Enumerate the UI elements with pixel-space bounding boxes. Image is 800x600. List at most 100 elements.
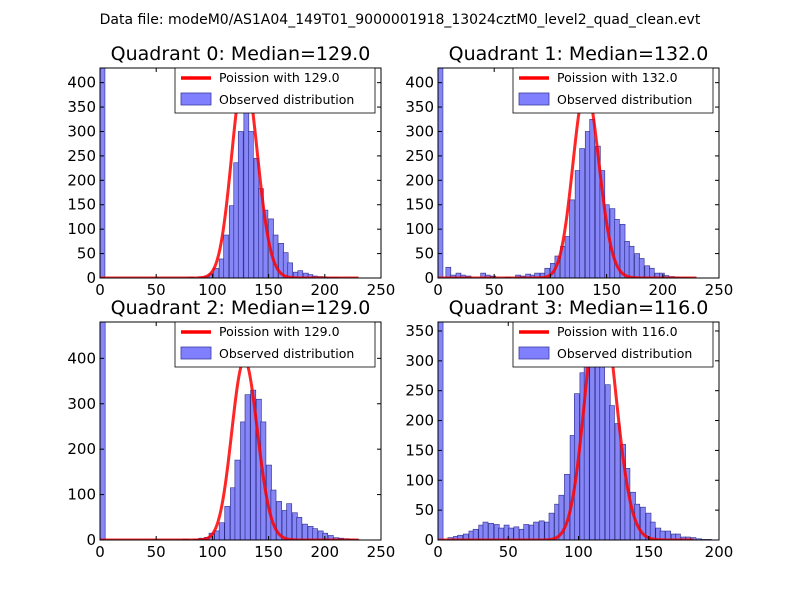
- legend-label-poisson: Poission with 129.0: [219, 70, 340, 85]
- x-tick-label: 50: [485, 281, 504, 299]
- y-tick-label: 200: [67, 440, 96, 458]
- y-tick-label: 350: [405, 98, 434, 116]
- histogram-bar: [638, 258, 645, 278]
- legend-label-observed: Observed distribution: [557, 92, 692, 107]
- x-tick-label: 0: [433, 281, 443, 299]
- legend: Poission with 129.0 Observed distribution: [174, 321, 376, 368]
- y-tick-label: 200: [405, 412, 434, 430]
- x-tick-label: 150: [254, 543, 283, 561]
- y-tick-label: 250: [405, 382, 434, 400]
- y-tick-label: 250: [405, 147, 434, 165]
- histogram-bar: [675, 533, 681, 540]
- histogram-bar: [579, 148, 585, 278]
- y-tick-label: 300: [405, 352, 434, 370]
- poisson-curve: [100, 358, 360, 540]
- legend: Poission with 132.0 Observed distribution: [512, 67, 714, 114]
- y-tick-label: 50: [415, 245, 434, 263]
- panel-quadrant-1: Quadrant 1: Median=132.0 0 50 100 150 200 250 0…: [405, 43, 733, 299]
- histogram-bar: [614, 219, 620, 278]
- legend-label-poisson: Poission with 129.0: [219, 324, 340, 339]
- legend-box: [512, 321, 714, 368]
- histogram-bar: [533, 521, 539, 540]
- histogram-bar: [312, 528, 318, 540]
- histogram-bar: [513, 526, 520, 540]
- histogram-bar: [244, 394, 251, 540]
- legend-bar-swatch: [180, 92, 212, 106]
- histogram-bar: [498, 527, 504, 540]
- histogram-bar: [589, 118, 595, 278]
- panel-title: Quadrant 1: Median=132.0: [449, 43, 709, 65]
- histogram-bar: [100, 68, 106, 278]
- figure-title: Data file: modeM0/AS1A04_149T01_90000019…: [100, 12, 701, 28]
- panel-title: Quadrant 0: Median=129.0: [111, 43, 371, 65]
- x-tick-label: 0: [95, 543, 105, 561]
- panel-quadrant-3: Quadrant 3: Median=116.0 0 50 100 150 200 0 50 1…: [405, 297, 734, 561]
- histogram-bar: [507, 527, 514, 540]
- y-tick-label: 350: [67, 98, 96, 116]
- x-tick-label: 50: [147, 281, 166, 299]
- histogram-bar: [100, 322, 106, 540]
- y-tick-label: 300: [67, 122, 96, 140]
- x-tick-label: 50: [147, 543, 166, 561]
- legend-label-poisson: Poission with 116.0: [557, 324, 678, 339]
- legend-label-poisson: Poission with 132.0: [557, 70, 678, 85]
- histogram-bar: [523, 524, 530, 540]
- histogram-bar: [296, 516, 303, 540]
- y-tick-label: 400: [405, 74, 434, 92]
- legend-box: [174, 321, 376, 368]
- x-tick-label: 50: [499, 543, 518, 561]
- y-tick-label: 100: [405, 220, 434, 238]
- y-tick-label: 100: [67, 220, 96, 238]
- legend-bar-swatch: [518, 92, 550, 106]
- y-tick-label: 0: [86, 531, 96, 549]
- legend-box: [174, 67, 376, 114]
- poisson-curve: [100, 71, 360, 278]
- x-tick-label: 150: [634, 543, 663, 561]
- histogram-bar: [472, 528, 479, 540]
- histogram-bar: [538, 520, 545, 540]
- histogram-bar: [438, 68, 444, 278]
- histogram-bar: [609, 405, 615, 540]
- y-tick-label: 350: [405, 322, 434, 340]
- y-tick-label: 400: [67, 74, 96, 92]
- histogram-bars: [438, 322, 712, 540]
- x-tick-label: 100: [198, 281, 227, 299]
- y-tick-label: 150: [405, 441, 434, 459]
- panel-title: Quadrant 2: Median=129.0: [111, 297, 371, 319]
- histogram-bar: [234, 459, 241, 540]
- y-tick-label: 50: [415, 501, 434, 519]
- x-tick-label: 100: [198, 543, 227, 561]
- histogram-bar: [569, 199, 575, 278]
- panel-title: Quadrant 3: Median=116.0: [449, 297, 709, 319]
- x-tick-label: 200: [705, 543, 734, 561]
- poisson-curve: [438, 322, 695, 540]
- legend-label-observed: Observed distribution: [557, 346, 692, 361]
- panel-quadrant-0: Quadrant 0: Median=129.0 0 50 100 150 200 250 0…: [67, 43, 395, 299]
- histogram-bar: [599, 360, 605, 540]
- y-tick-label: 100: [405, 471, 434, 489]
- histogram-bar: [223, 234, 229, 278]
- histogram-bar: [564, 474, 570, 540]
- histogram-bar: [276, 501, 282, 540]
- histogram-bar: [438, 322, 444, 540]
- y-tick-label: 400: [67, 349, 96, 367]
- y-tick-label: 0: [86, 269, 96, 287]
- x-tick-label: 150: [254, 281, 283, 299]
- histogram-bar: [640, 506, 646, 540]
- histogram-bar: [218, 522, 225, 540]
- x-tick-label: 200: [310, 543, 339, 561]
- histogram-bar: [224, 506, 231, 540]
- y-tick-label: 300: [405, 122, 434, 140]
- histogram-bar: [237, 131, 244, 278]
- y-tick-label: 300: [67, 395, 96, 413]
- histogram-bar: [649, 521, 656, 540]
- x-tick-label: 100: [564, 543, 593, 561]
- histogram-bar: [614, 423, 621, 540]
- histogram-bar: [248, 131, 254, 278]
- histogram-bar: [287, 262, 293, 278]
- legend-bar-swatch: [518, 346, 550, 360]
- histogram-bar: [628, 245, 635, 278]
- x-tick-label: 250: [367, 281, 396, 299]
- y-tick-label: 150: [67, 196, 96, 214]
